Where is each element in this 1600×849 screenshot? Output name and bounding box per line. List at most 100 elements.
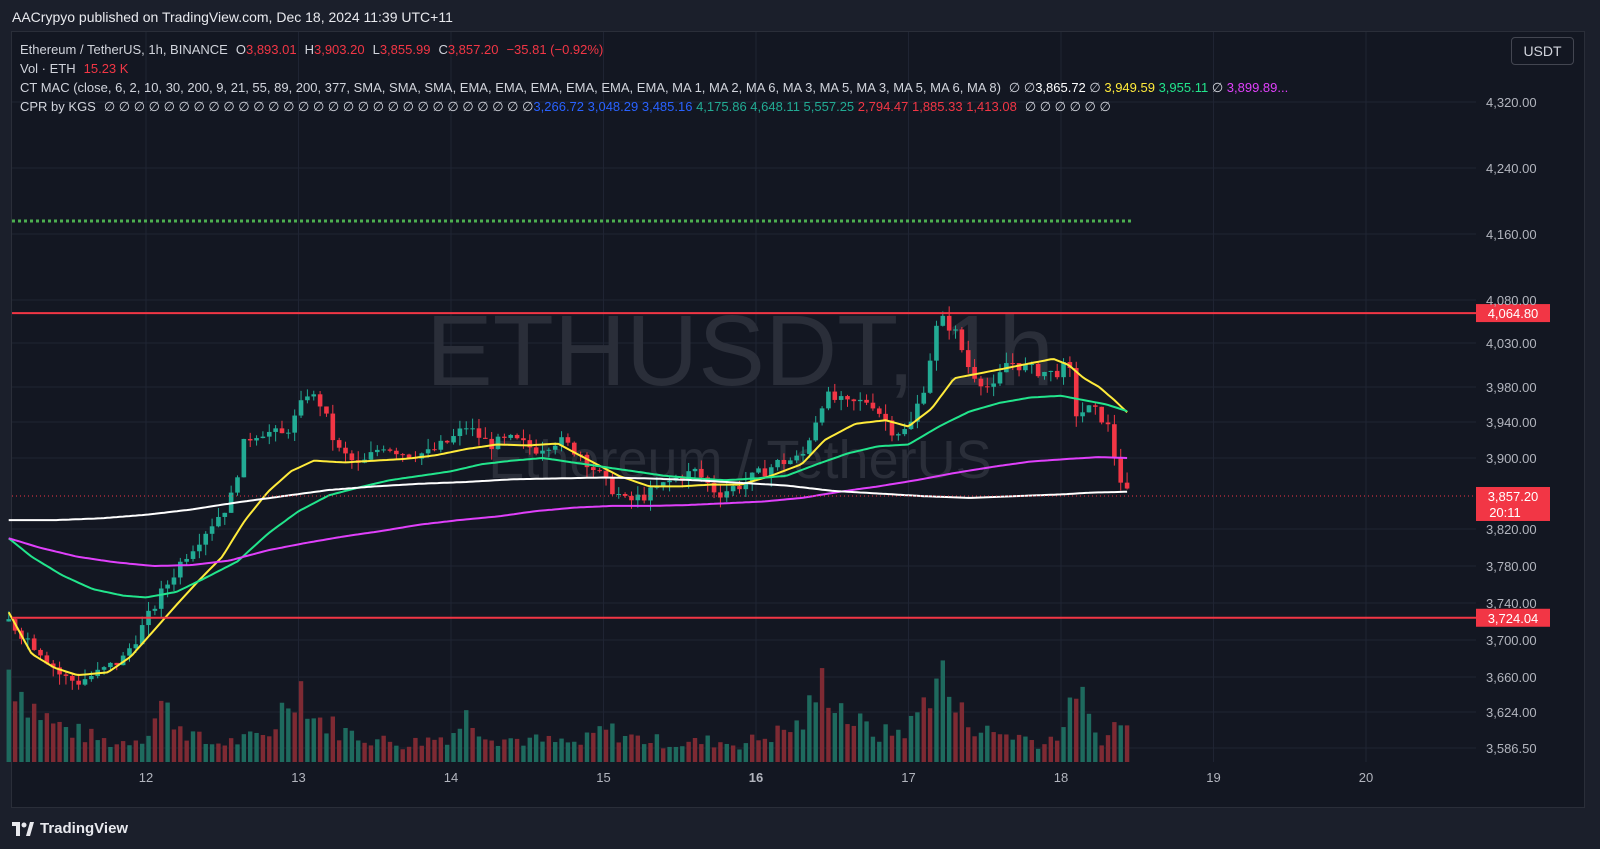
volume-bar	[286, 708, 291, 762]
volume-bar	[540, 741, 545, 762]
volume-bar	[1004, 734, 1009, 762]
volume-bar	[1010, 739, 1015, 762]
volume-bar	[216, 743, 221, 762]
candle-body	[216, 516, 221, 527]
volume-bar	[260, 735, 266, 762]
ctmac-label[interactable]: CT MAC (close, 6, 2, 10, 30, 200, 9, 21,…	[20, 80, 1001, 95]
candle-body	[699, 468, 704, 478]
volume-bar	[12, 701, 18, 762]
chart-panel[interactable]	[11, 31, 1585, 808]
high-value: 3,903.20	[313, 42, 365, 57]
candle-body	[788, 460, 793, 465]
price-axis-label: 4,160.00	[1486, 227, 1537, 242]
volume-bar	[184, 740, 189, 762]
volume-bar	[89, 728, 94, 762]
volume-bar	[673, 746, 679, 762]
volume-bar	[336, 740, 342, 762]
moving-average-line-1	[7, 358, 1128, 677]
volume-bar	[495, 745, 501, 762]
volume-bar	[1118, 725, 1123, 762]
volume-legend[interactable]: Vol · ETH 15.23 K	[20, 59, 1288, 78]
candle-body	[101, 667, 107, 670]
candle-body	[1124, 482, 1130, 489]
volume-bar	[603, 729, 609, 762]
ohlc-legend[interactable]: Ethereum / TetherUS, 1h, BINANCE O 3,893…	[20, 40, 1288, 59]
cpr-label[interactable]: CPR by KGS	[20, 99, 96, 114]
candle-body	[25, 638, 31, 640]
candle-body	[819, 408, 825, 423]
candle-body	[781, 459, 787, 465]
candle-body	[1118, 457, 1124, 483]
candle-body	[483, 437, 488, 439]
price-change: −35.81 (−0.92%)	[506, 42, 604, 57]
ctmac-legend[interactable]: CT MAC (close, 6, 2, 10, 30, 200, 9, 21,…	[20, 78, 1288, 97]
cpr-null-leading: ∅ ∅ ∅ ∅ ∅ ∅ ∅ ∅ ∅ ∅ ∅ ∅ ∅ ∅ ∅ ∅ ∅ ∅ ∅ ∅ …	[103, 99, 534, 114]
candle-body	[540, 450, 545, 454]
candle-body	[1048, 370, 1054, 372]
volume-bar	[762, 738, 768, 762]
volume-bar	[826, 707, 831, 762]
volume-bar	[788, 732, 793, 762]
volume-bar	[502, 739, 507, 762]
volume-bar	[724, 743, 729, 762]
candle-body	[108, 662, 113, 668]
tradingview-logo[interactable]: TradingView	[12, 820, 128, 837]
candle-body	[1073, 368, 1079, 417]
volume-value: 15.23 K	[83, 61, 129, 76]
candle-body	[406, 454, 412, 458]
volume-bar	[775, 725, 780, 762]
candle-body	[686, 471, 691, 481]
cpr-value: 2,794.47	[854, 99, 909, 114]
volume-label[interactable]: Vol · ETH	[20, 61, 76, 76]
candle-body	[565, 437, 571, 443]
volume-bar	[451, 733, 456, 762]
volume-bar	[832, 713, 837, 762]
candle-body	[184, 558, 189, 562]
candle-body	[667, 480, 672, 483]
volume-bar	[146, 735, 151, 762]
volume-bar	[1061, 727, 1066, 762]
open-label: O	[235, 42, 246, 57]
candle-body	[292, 415, 297, 433]
candle-body	[476, 428, 482, 438]
volume-bar	[819, 668, 825, 762]
candle-body	[1080, 412, 1085, 417]
symbol-name[interactable]: Ethereum / TetherUS, 1h, BINANCE	[20, 42, 228, 57]
volume-bar	[908, 715, 914, 762]
candle-body	[114, 662, 120, 666]
tradingview-brand: TradingView	[40, 820, 129, 837]
candle-body	[552, 445, 558, 450]
price-axis-label: 4,320.00	[1486, 95, 1537, 110]
volume-bar	[794, 720, 799, 762]
currency-button[interactable]: USDT	[1511, 37, 1574, 65]
candle-body	[286, 432, 291, 434]
volume-bar	[915, 712, 920, 762]
volume-bar	[616, 742, 621, 762]
time-axis-label: 18	[1054, 770, 1068, 785]
volume-bar	[985, 725, 990, 762]
volume-bar	[896, 729, 901, 762]
candle-body	[915, 403, 920, 422]
candle-body	[794, 455, 799, 461]
candle-body	[1042, 371, 1047, 377]
top-bar: AACrypyo published on TradingView.com, D…	[0, 0, 1600, 34]
candle-body	[197, 544, 202, 552]
candle-body	[610, 476, 615, 495]
candle-body	[997, 372, 1003, 384]
price-axis-label: 3,624.00	[1486, 705, 1537, 720]
volume-bar	[203, 743, 208, 762]
cpr-legend[interactable]: CPR by KGS ∅ ∅ ∅ ∅ ∅ ∅ ∅ ∅ ∅ ∅ ∅ ∅ ∅ ∅ ∅…	[20, 97, 1288, 116]
candle-body	[178, 561, 183, 578]
volume-bar	[781, 729, 787, 762]
ctmac-value: ∅	[1208, 80, 1224, 95]
volume-bar	[343, 728, 348, 762]
candle-body	[940, 315, 946, 326]
volume-bar	[51, 723, 56, 762]
volume-bar	[959, 702, 965, 762]
time-axis-label: 14	[444, 770, 458, 785]
volume-bar	[1124, 725, 1130, 762]
candle-body	[190, 551, 196, 559]
volume-bar	[527, 737, 532, 762]
candle-body	[89, 676, 94, 680]
